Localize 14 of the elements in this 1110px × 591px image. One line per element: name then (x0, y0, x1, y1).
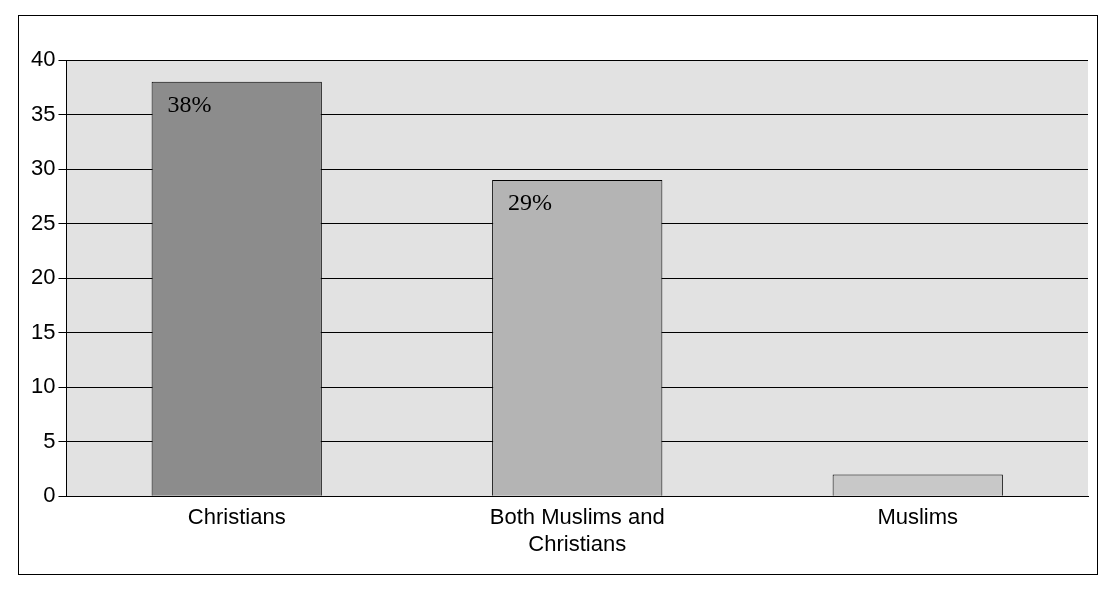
y-tick-label: 40 (30, 46, 56, 72)
x-tick-label: Both Muslims and Christians (489, 504, 665, 556)
data-label: 38% (167, 91, 212, 118)
data-label: 29% (508, 189, 553, 216)
y-tick-label: 0 (43, 482, 56, 508)
y-tick-label: 30 (30, 155, 56, 181)
x-tick-label: Muslims (877, 504, 959, 530)
x-tick-label: Christians (187, 504, 286, 530)
y-tick-label: 20 (30, 264, 56, 290)
y-tick-label: 5 (43, 427, 56, 453)
y-tick-label: 35 (30, 100, 56, 126)
y-tick-label: 10 (30, 373, 56, 399)
y-tick-label: 25 (30, 209, 56, 235)
y-tick-label: 15 (30, 318, 56, 344)
